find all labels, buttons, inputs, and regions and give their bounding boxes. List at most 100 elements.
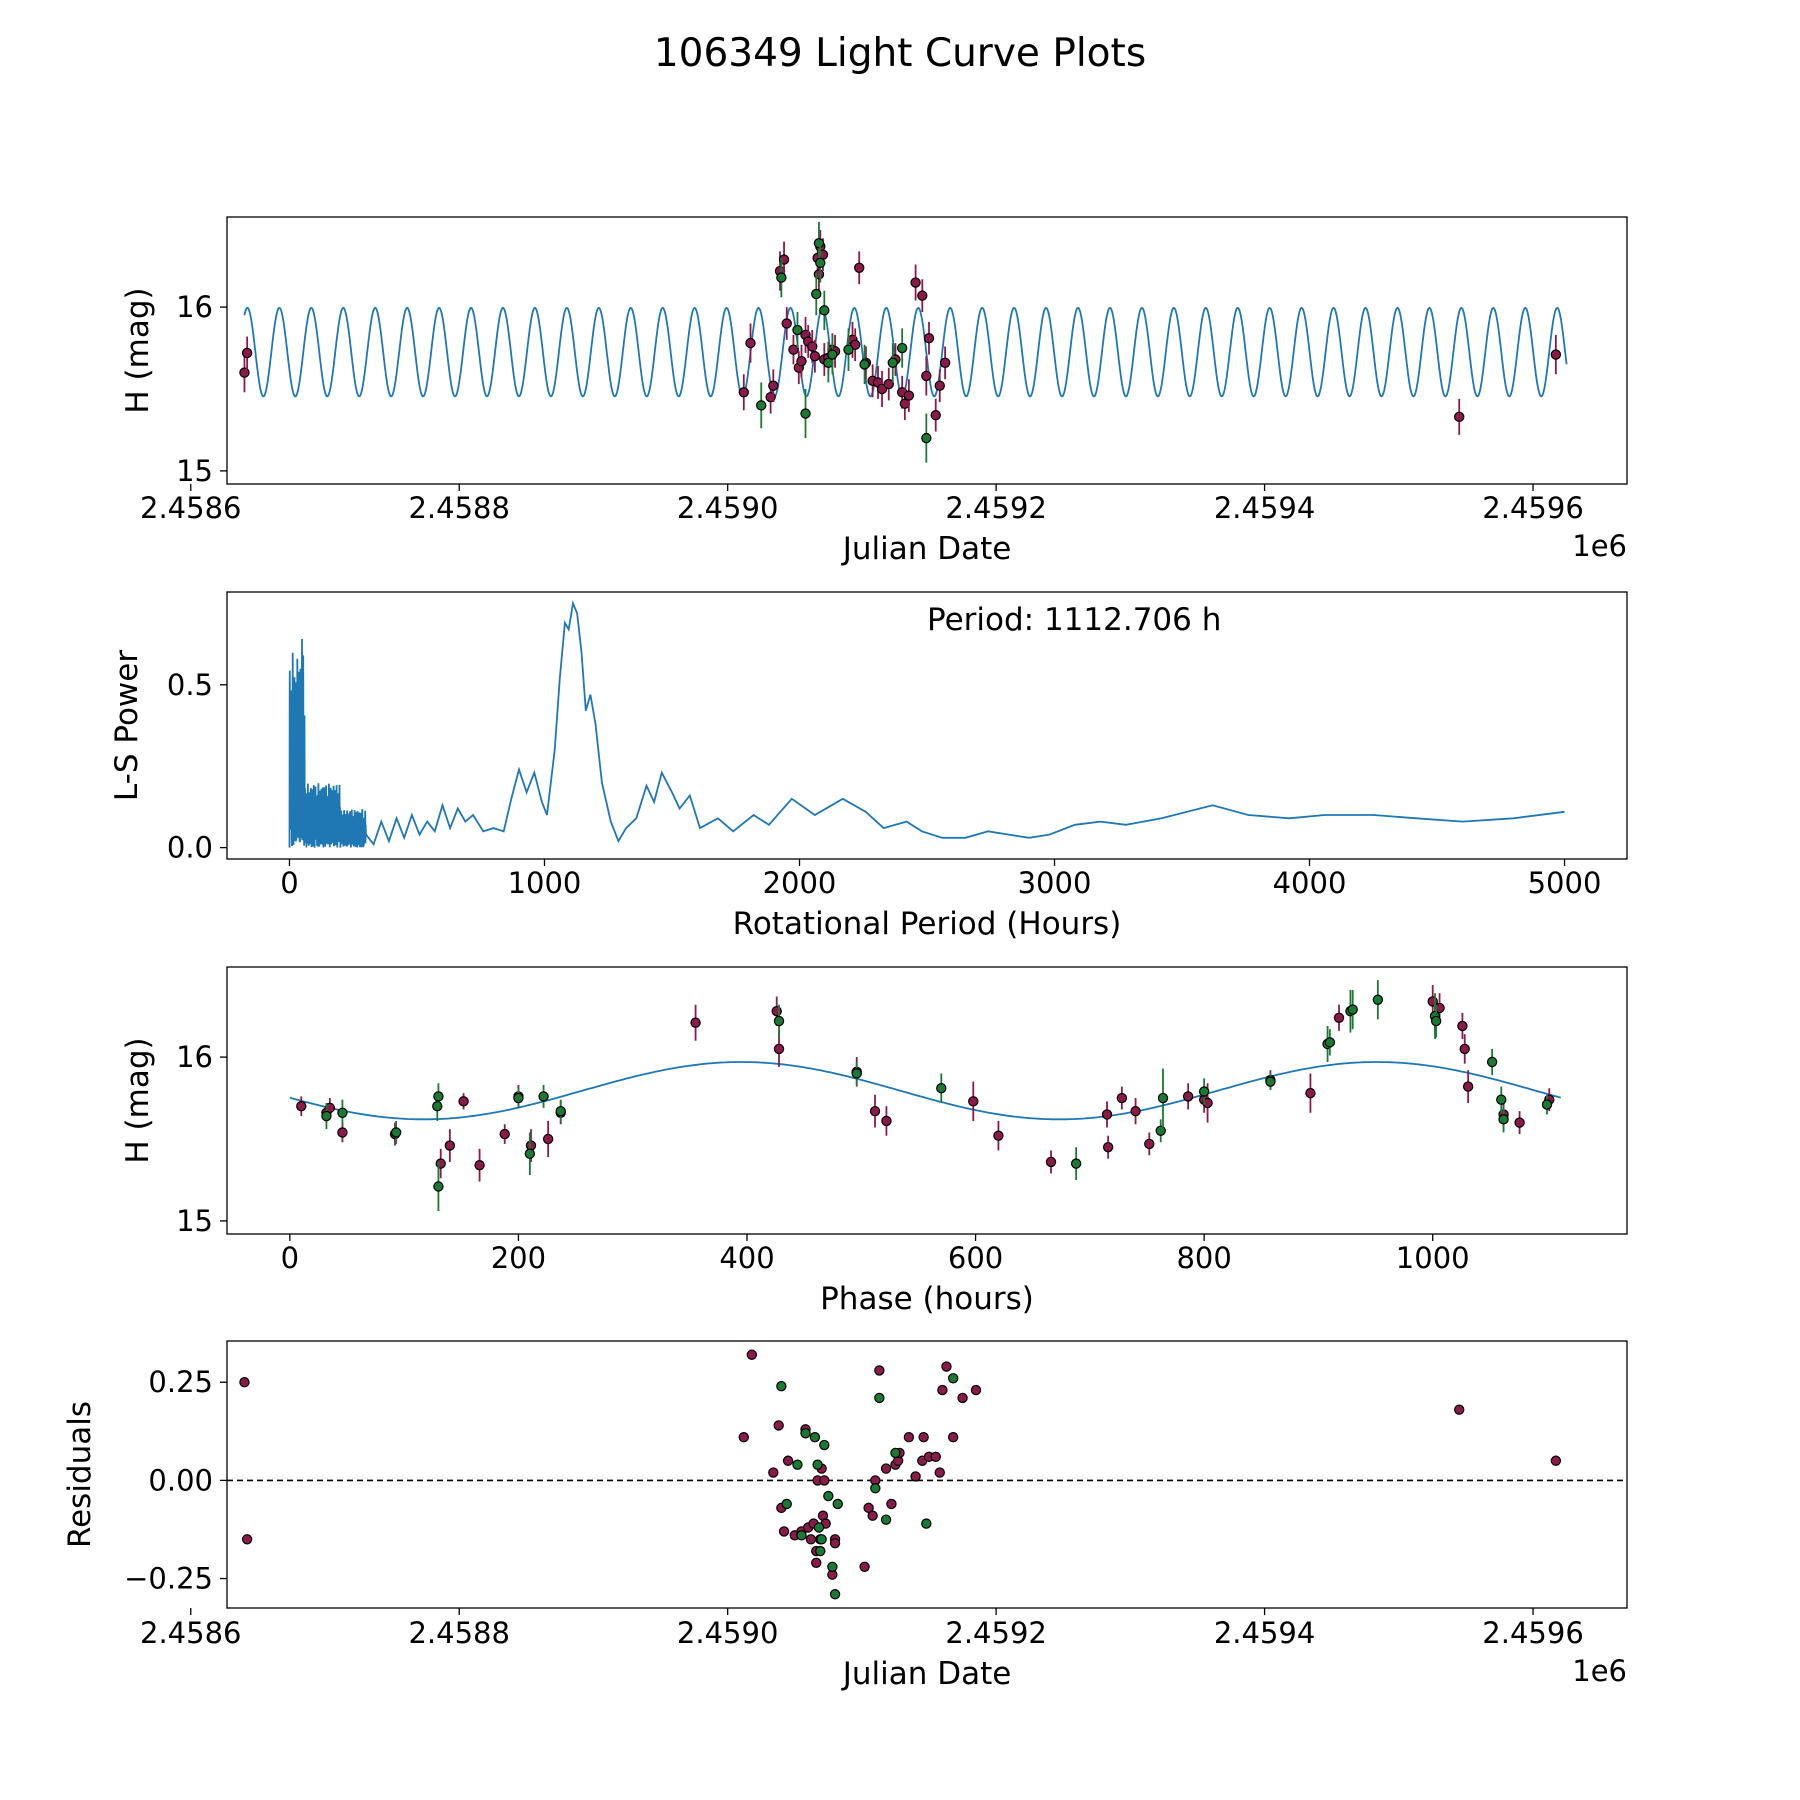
chart-1-annotation: Period: 1112.706 h: [927, 602, 1221, 638]
chart-1-xtick-label-4: 4000: [1273, 866, 1347, 900]
chart-3-xtick-label-1: 2.4588: [408, 1616, 509, 1650]
chart-1-ylabel: L-S Power: [109, 650, 145, 801]
chart-2-point-band_a-5: [435, 1158, 446, 1169]
chart-1-xlabel: Rotational Period (Hours): [733, 906, 1122, 942]
chart-0-point-band_a-15: [809, 351, 821, 362]
chart-3-point-band_a-2: [746, 1349, 758, 1360]
figure-title: 106349 Light Curve Plots: [654, 31, 1146, 76]
chart-2-point-band_b-17: [1265, 1076, 1276, 1087]
chart-3-point-band_b-7: [813, 1522, 825, 1533]
chart-3-point-band_b-18: [890, 1447, 901, 1459]
chart-3-point-band_b-14: [832, 1498, 843, 1510]
chart-3-point-band_b-16: [874, 1392, 885, 1404]
chart-1-xtick-label-3: 3000: [1018, 866, 1092, 900]
chart-2-point-band_b-21: [1347, 1004, 1358, 1015]
chart-2-point-band_a-30: [1202, 1097, 1213, 1109]
chart-3-point-band_a-39: [918, 1431, 929, 1443]
chart-2-point-band_a-23: [1101, 1109, 1113, 1120]
chart-2-point-band_b-7: [524, 1148, 536, 1159]
chart-0-point-band_a-2: [738, 387, 749, 398]
chart-1-xtick-label-5: 5000: [1528, 866, 1602, 900]
chart-0-plot-area: [239, 221, 1568, 463]
chart-2-point-band_b-19: [1324, 1037, 1336, 1048]
chart-1-frame: [226, 591, 1628, 860]
chart-3-point-band_a-43: [937, 1384, 948, 1396]
chart-3-point-band_a-41: [930, 1451, 941, 1463]
chart-2-ytick-label-1: 16: [176, 1040, 213, 1074]
chart-0-point-band_a-11: [796, 355, 807, 367]
chart-2-point-band_b-16: [1198, 1086, 1210, 1097]
chart-3-point-band_a-37: [910, 1471, 921, 1482]
chart-2-point-band_b-8: [538, 1091, 549, 1102]
chart-3-xoffset-label: 1e6: [1572, 1654, 1627, 1688]
chart-3-xtick-label-0: 2.4586: [140, 1616, 241, 1650]
chart-0-point-band_b-3: [800, 408, 811, 419]
chart-3-point-band_a-28: [867, 1510, 878, 1521]
chart-0-point-band_a-42: [939, 357, 951, 368]
chart-0-point-band_a-26: [854, 262, 865, 273]
chart-3-xtick-label-3: 2.4592: [945, 1616, 1046, 1650]
chart-1-power-curve: [288, 600, 1565, 848]
chart-2-ylabel: H (mag): [120, 1037, 156, 1163]
chart-2-xtick-label-1: 200: [491, 1241, 546, 1275]
chart-0-xtick-label-5: 2.4596: [1482, 491, 1583, 525]
chart-2-point-band_a-32: [1305, 1087, 1316, 1099]
chart-0-point-band_b-14: [921, 432, 932, 444]
chart-0-ylabel: H (mag): [120, 287, 156, 413]
chart-2-point-band_a-6: [444, 1140, 456, 1151]
chart-2-xtick-label-3: 600: [948, 1241, 1003, 1275]
chart-0-point-band_a-36: [910, 277, 921, 288]
chart-2-point-band_b-22: [1372, 994, 1384, 1005]
chart-2-xlabel: Phase (hours): [820, 1281, 1034, 1317]
chart-3-point-band_b-15: [870, 1483, 881, 1494]
chart-2-point-band_a-21: [993, 1130, 1004, 1141]
chart-3-point-band_a-48: [1454, 1404, 1465, 1415]
chart-0-point-band_a-40: [930, 410, 941, 421]
chart-0-point-band_b-7: [819, 305, 830, 316]
chart-3-point-band_b-19: [921, 1518, 932, 1529]
chart-0-frame: [226, 216, 1628, 485]
chart-2-point-band_a-14: [690, 1017, 701, 1028]
chart-3-point-band_a-4: [773, 1420, 784, 1431]
chart-1-xtick-label-1: 1000: [508, 866, 582, 900]
chart-0-point-band_a-37: [917, 290, 928, 301]
chart-3-point-band_a-32: [886, 1498, 897, 1510]
chart-2-point-band_b-1: [337, 1107, 348, 1118]
chart-3-point-band_a-36: [903, 1431, 915, 1443]
chart-3-point-band_a-31: [880, 1463, 892, 1474]
chart-2-point-band_a-9: [499, 1128, 510, 1140]
chart-2-point-band_a-33: [1333, 1012, 1345, 1023]
chart-2-point-band_a-16: [773, 1043, 785, 1055]
chart-2-point-band_b-27: [1498, 1114, 1509, 1125]
chart-0-point-band_a-0: [239, 367, 250, 378]
chart-2-point-band_b-9: [555, 1105, 566, 1117]
chart-3-point-band_b-11: [823, 1490, 834, 1502]
chart-3-point-band_b-3: [796, 1530, 807, 1541]
chart-3-point-band_b-9: [816, 1534, 827, 1545]
chart-2-point-band_a-28: [1182, 1091, 1194, 1102]
chart-2-xtick-label-5: 1000: [1396, 1241, 1470, 1275]
chart-2-point-band_a-8: [474, 1160, 485, 1171]
chart-3-point-band_b-13: [829, 1589, 841, 1600]
chart-3-series-band_b: [776, 1373, 959, 1600]
chart-3-xtick-label-4: 2.4594: [1214, 1616, 1315, 1650]
chart-2-xtick-label-0: 0: [281, 1241, 299, 1275]
chart-2-point-band_a-7: [458, 1096, 469, 1107]
chart-2-point-band_b-25: [1486, 1056, 1498, 1068]
phased-curve-panel: 0 200 400 600 800 1000 15 16 Phase (hours) H (mag…: [120, 966, 1628, 1317]
chart-2-point-band_b-2: [390, 1127, 402, 1138]
chart-3-series-band_a: [239, 1349, 1562, 1580]
chart-3-point-band_b-2: [792, 1459, 803, 1470]
chart-3-point-band_a-21: [819, 1475, 830, 1486]
chart-0-xtick-label-4: 2.4594: [1214, 491, 1315, 525]
chart-2-point-band_b-0: [321, 1110, 332, 1122]
chart-3-xtick-label-5: 2.4596: [1482, 1616, 1583, 1650]
chart-2-point-band_b-11: [851, 1068, 862, 1079]
chart-2-point-band_a-39: [1462, 1081, 1474, 1092]
chart-3-point-band_a-49: [1550, 1455, 1562, 1466]
chart-3-ytick-label-2: 0.25: [148, 1365, 213, 1399]
chart-0-point-band_b-5: [813, 238, 825, 249]
chart-0-point-band_a-8: [781, 318, 792, 329]
chart-3-point-band_a-44: [941, 1361, 952, 1372]
chart-0-point-band_b-6: [815, 257, 826, 269]
